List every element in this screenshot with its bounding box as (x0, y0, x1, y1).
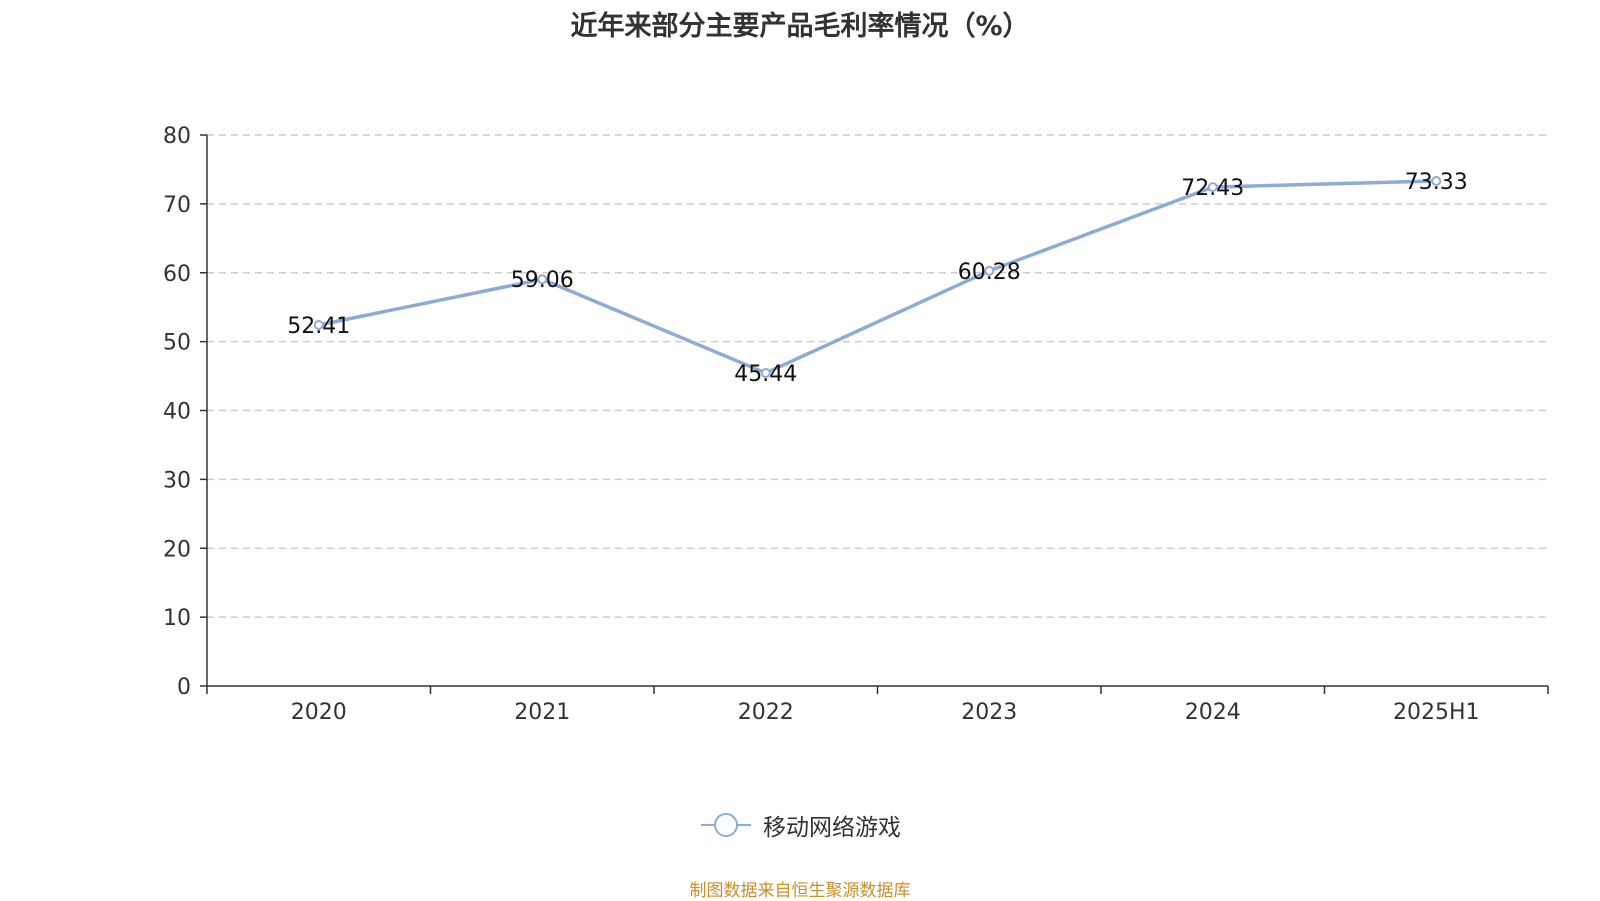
data-label: 73.33 (1405, 170, 1468, 195)
y-tick-label: 70 (163, 193, 191, 218)
y-tick-label: 20 (163, 537, 191, 562)
series-line (318, 179, 1437, 375)
x-tick-label: 2024 (1185, 700, 1241, 725)
data-point (537, 274, 548, 285)
data-label: 45.44 (734, 362, 797, 387)
y-tick-label: 10 (163, 606, 191, 631)
data-point (313, 320, 324, 331)
source-note: 制图数据来自恒生聚源数据库 (689, 881, 911, 901)
x-tick-label: 2025H1 (1393, 700, 1480, 725)
x-tick-label: 2021 (514, 700, 570, 725)
y-tick-label: 40 (163, 400, 191, 425)
data-label: 72.43 (1181, 176, 1244, 201)
y-tick-label: 80 (163, 124, 191, 149)
data-point (984, 265, 995, 276)
legend-series-label: 移动网络游戏 (763, 815, 901, 841)
x-tick-label: 2022 (738, 700, 794, 725)
data-label: 60.28 (958, 260, 1021, 285)
data-point (760, 368, 771, 379)
data-point (1207, 182, 1218, 193)
x-tick-label: 2023 (961, 700, 1017, 725)
data-point (1431, 175, 1442, 186)
legend[interactable]: 移动网络游戏 (0, 808, 1600, 842)
data-label: 52.41 (287, 314, 350, 339)
data-label: 59.06 (511, 268, 574, 293)
x-tick-label: 2020 (291, 700, 347, 725)
chart-title: 近年来部分主要产品毛利率情况（%） (570, 11, 1030, 42)
y-tick-label: 30 (163, 468, 191, 493)
y-tick-label: 50 (163, 331, 191, 356)
legend-series-marker-icon (701, 813, 751, 837)
y-tick-label: 0 (177, 675, 191, 700)
y-tick-label: 60 (163, 262, 191, 287)
